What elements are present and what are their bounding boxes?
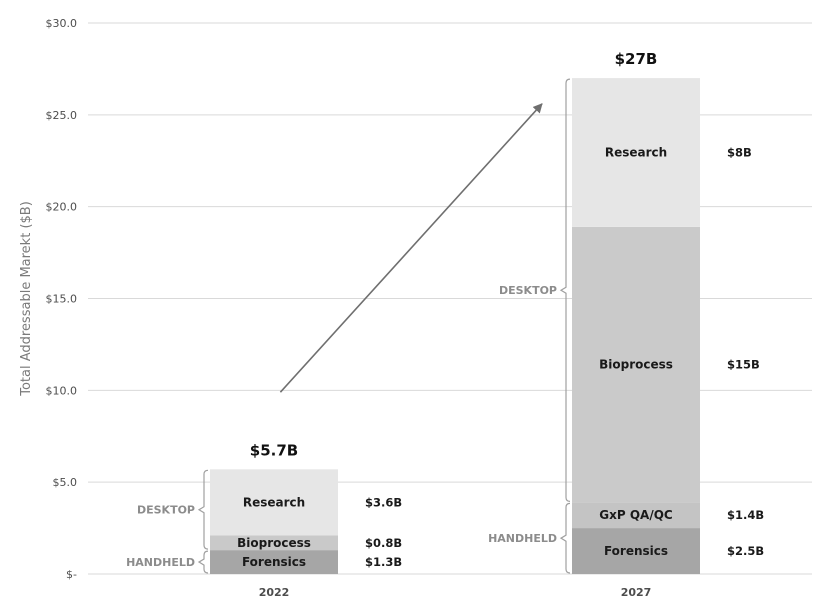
segment-value-label: $1.4B: [727, 508, 764, 522]
bar-segment-2022-research: [210, 469, 338, 536]
bars: [210, 78, 700, 574]
segment-label: Forensics: [604, 544, 668, 558]
segment-label: Research: [605, 145, 667, 159]
y-tick-label: $5.0: [53, 476, 78, 489]
x-axis-ticks: 2022 2027: [259, 586, 652, 599]
segment-value-label: $8B: [727, 145, 752, 159]
group-bracket: [559, 502, 571, 574]
y-tick-label: $15.0: [46, 293, 78, 306]
segment-value-label: $2.5B: [727, 544, 764, 558]
segment-value-label: $0.8B: [365, 536, 402, 550]
group-label: HANDHELD: [488, 532, 557, 545]
y-axis-ticks: $- $5.0 $10.0 $15.0 $20.0 $25.0 $30.0: [46, 17, 78, 581]
x-tick-label: 2027: [621, 586, 652, 599]
bar-segment-2022-bioprocess: [210, 535, 338, 551]
group-label: DESKTOP: [499, 284, 557, 297]
segment-value-label: $3.6B: [365, 495, 402, 509]
group-brackets: HANDHELD DESKTOP HANDHELD DESKTOP: [126, 78, 571, 574]
y-tick-label: $25.0: [46, 109, 78, 122]
bar-total-label: $27B: [615, 50, 658, 68]
bar-segment-2027-gxp-qa-qc: [572, 502, 700, 529]
group-label: DESKTOP: [137, 504, 195, 517]
y-tick-label: $10.0: [46, 384, 78, 397]
gridlines: [88, 22, 812, 575]
growth-arrow: [279, 103, 543, 393]
y-axis-label: Total Addressable Marekt ($B): [19, 201, 34, 397]
bar-segment-2027-bioprocess: [572, 226, 700, 503]
segment-value-label: $15B: [727, 358, 760, 372]
segment-label: Bioprocess: [237, 536, 311, 550]
x-tick-label: 2022: [259, 586, 290, 599]
group-bracket: [559, 78, 571, 502]
segment-label: Bioprocess: [599, 358, 673, 372]
y-tick-label: $30.0: [46, 17, 78, 30]
y-tick-label: $-: [66, 568, 77, 581]
group-bracket: [197, 469, 209, 550]
bar-total-label: $5.7B: [250, 441, 298, 459]
segment-label: Research: [243, 495, 305, 509]
bar-labels: Forensics $1.3B Bioprocess $0.8B Research $3.…: [237, 50, 764, 569]
bar-segment-2022-forensics: [210, 550, 338, 574]
group-bracket: [197, 550, 209, 574]
bar-segment-2027-research: [572, 78, 700, 227]
group-label: HANDHELD: [126, 556, 195, 569]
segment-label: GxP QA/QC: [599, 508, 673, 522]
segment-label: Forensics: [242, 555, 306, 569]
segment-value-label: $1.3B: [365, 555, 402, 569]
y-tick-label: $20.0: [46, 201, 78, 214]
bar-segment-2027-forensics: [572, 528, 700, 574]
